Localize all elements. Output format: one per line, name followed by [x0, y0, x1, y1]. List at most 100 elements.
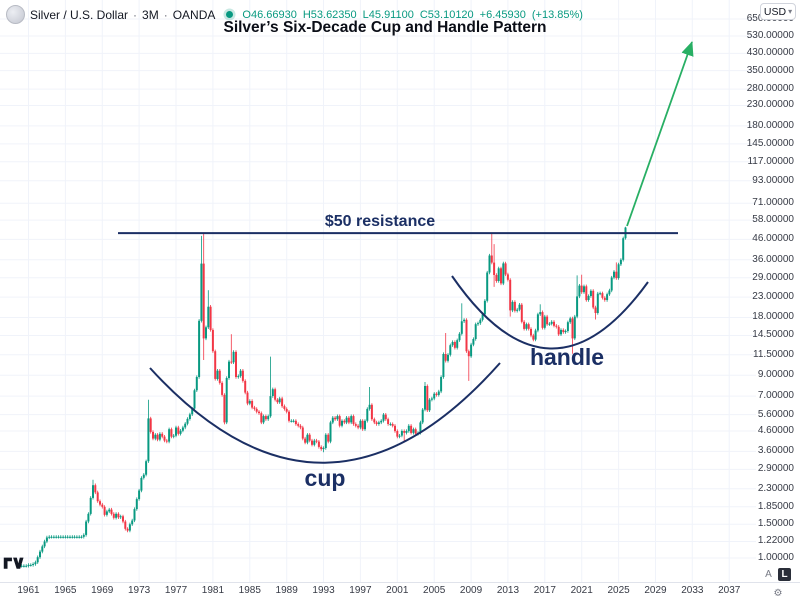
candle-body [170, 429, 173, 437]
candle-body [433, 393, 436, 399]
price-tick-label: 5.60000 [757, 408, 794, 420]
candle-body [36, 557, 39, 563]
candle-body [587, 296, 590, 300]
time-tick-label: 1961 [17, 585, 40, 596]
time-axis[interactable]: 1961 1965 1969 1973 1977 1981 1985 1989 1993 1997… [0, 582, 756, 596]
candle-body [442, 354, 445, 377]
chart-title-annotation[interactable]: Silver’s Six-Decade Cup and Handle Patte… [223, 19, 547, 36]
candle-body [518, 304, 521, 310]
candle-body [419, 422, 422, 433]
candle-body [546, 316, 549, 325]
candle-body [45, 537, 48, 542]
price-tick-label: 11.50000 [753, 348, 794, 360]
tradingview-logo[interactable] [3, 556, 24, 576]
auto-scale-button[interactable]: A [762, 568, 775, 581]
candle-body [447, 354, 449, 361]
candle-body [345, 417, 348, 423]
cup-arc[interactable] [149, 362, 501, 464]
legend-exchange[interactable]: OANDA [172, 7, 216, 22]
time-tick-label: 1973 [128, 585, 151, 596]
candle-body [304, 438, 307, 443]
log-scale-button[interactable]: L [778, 568, 791, 581]
handle-label[interactable]: handle [529, 344, 605, 370]
chart-canvas[interactable]: Silver / U.S. Dollar · 3M · OANDA O46.66… [0, 0, 756, 582]
candle-body [382, 414, 385, 421]
candle-body [218, 370, 221, 383]
candle-body [299, 425, 302, 428]
candle-body [99, 501, 101, 505]
candle-body [483, 300, 486, 315]
currency-label: USD [763, 5, 787, 18]
candle-body [619, 259, 622, 265]
legend[interactable]: Silver / U.S. Dollar · 3M · OANDA O46.66… [6, 5, 583, 24]
candle-body [274, 389, 277, 400]
candle-body [57, 536, 60, 538]
candle-body [322, 448, 325, 450]
candle-body [357, 425, 360, 428]
candle-body [622, 238, 625, 260]
price-tick-label: 23.00000 [752, 291, 794, 303]
candle-body [536, 314, 539, 331]
candle-body [490, 255, 493, 263]
tradingview-logo-icon [3, 557, 24, 569]
candle-body [424, 386, 426, 410]
price-axis[interactable]: USD ▾ A L 650.00000530.00000430.00000350… [747, 0, 800, 582]
candle-body [444, 354, 447, 361]
candle-body [73, 536, 76, 538]
legend-interval[interactable]: 3M [142, 7, 159, 22]
candle-body [276, 399, 279, 403]
candle-body [292, 420, 295, 422]
candle-body [477, 323, 479, 325]
candle-body [278, 398, 281, 403]
settings-gear-icon[interactable]: ⚙ [773, 588, 783, 596]
candle-body [359, 420, 362, 428]
candle-body [548, 323, 551, 325]
price-tick-label: 14.50000 [752, 329, 794, 341]
candle-body [377, 422, 380, 424]
price-tick-label: 117.00000 [747, 155, 794, 167]
price-tick-label: 93.00000 [752, 174, 794, 186]
legend-separator: · [163, 7, 168, 22]
candle-body [271, 389, 274, 396]
price-tick-label: 1.00000 [757, 552, 794, 563]
candle-body [426, 386, 429, 411]
candle-body [470, 344, 473, 357]
candle-body [115, 513, 118, 518]
ohlc-token: L45.91100 [362, 8, 414, 21]
price-tick-label: 18.00000 [752, 311, 794, 323]
candle-body [560, 329, 562, 335]
candle-body [209, 306, 212, 330]
candle-body [239, 370, 242, 377]
candle-body [244, 380, 247, 393]
candle-body [389, 424, 392, 426]
cup-label[interactable]: cup [304, 465, 346, 491]
candle-body [460, 321, 463, 334]
candle-body [617, 264, 620, 279]
candle-body [555, 325, 558, 327]
market-status-icon[interactable] [226, 11, 234, 18]
candle-body [375, 422, 378, 424]
legend-symbol[interactable]: Silver / U.S. Dollar [30, 7, 129, 22]
candle-body [140, 477, 143, 491]
candle-body [541, 312, 544, 328]
handle-arc[interactable] [451, 275, 649, 350]
candle-body [594, 307, 597, 313]
candle-body [421, 409, 424, 423]
candle-body [20, 565, 23, 567]
resistance-label[interactable]: $50 resistance [324, 213, 436, 230]
candle-body [232, 351, 235, 363]
time-tick-label: 2025 [607, 585, 630, 596]
projection-arrow[interactable] [626, 41, 694, 227]
candle-body [138, 490, 141, 500]
candle-body [207, 306, 210, 328]
candle-body [66, 536, 69, 538]
candle-body [255, 408, 258, 412]
candle-body [186, 418, 189, 424]
currency-dropdown[interactable]: USD ▾ [760, 3, 796, 20]
candle-body [89, 497, 92, 514]
candle-body [564, 331, 567, 333]
time-tick-label: 2029 [644, 585, 667, 596]
candle-body [550, 321, 553, 324]
candle-body [221, 382, 224, 395]
candle-body [108, 509, 111, 512]
